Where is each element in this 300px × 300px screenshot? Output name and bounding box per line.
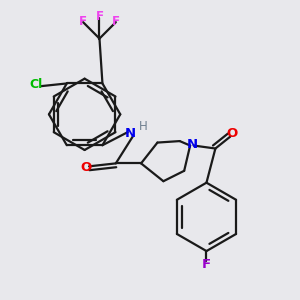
- Text: F: F: [95, 10, 104, 23]
- Text: F: F: [112, 15, 120, 28]
- Text: F: F: [202, 258, 211, 271]
- Text: H: H: [139, 120, 148, 133]
- Text: Cl: Cl: [29, 78, 42, 91]
- Text: O: O: [80, 161, 92, 174]
- Text: F: F: [79, 15, 87, 28]
- Text: N: N: [125, 127, 136, 140]
- Text: O: O: [226, 127, 237, 140]
- Text: N: N: [187, 138, 198, 151]
